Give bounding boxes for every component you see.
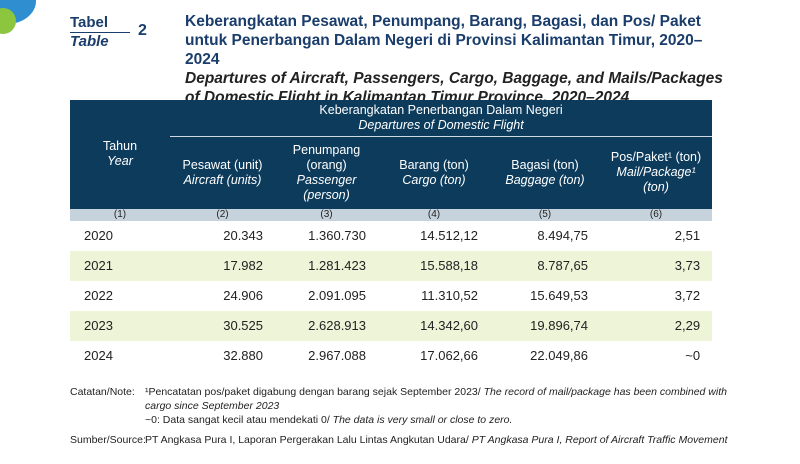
column-header: Barang (ton) Cargo (ton) <box>378 136 490 209</box>
note: ~0: Data sangat kecil atau mendekati 0/ … <box>70 413 730 427</box>
table-row: 2023 30.525 2.628.913 14.342,60 19.896,74 2,2… <box>70 310 713 341</box>
header-id: Bagasi (ton) <box>511 157 579 172</box>
value-cell: 8.787,65 <box>490 250 600 281</box>
value-cell: 19.896,74 <box>490 310 600 341</box>
table-label: Tabel Table <box>70 14 130 51</box>
year-cell: 2022 <box>84 288 113 303</box>
year-header: Tahun Year <box>70 100 170 209</box>
value-cell: 14.512,12 <box>420 228 478 243</box>
header-id: Pos/Paket¹ (ton) <box>610 150 702 164</box>
value-cell: 2.091.095 <box>308 288 366 303</box>
table-body: (1) (2) (3) (4) (5) (6) 2020 20.343 1.360.730 14.… <box>70 208 713 371</box>
source-id: PT Angkasa Pura I, Laporan Pergerakan La… <box>145 434 469 446</box>
header-en: Cargo (ton) <box>402 172 466 187</box>
year-cell: 2021 <box>70 250 170 281</box>
label-en: Table <box>70 32 130 51</box>
note-id: ~0: Data sangat kecil atau mendekati 0/ <box>145 414 330 426</box>
column-number: (3) <box>275 208 378 221</box>
column-header-row: Pesawat (unit) Aircraft (units) Penumpang … <box>70 136 713 209</box>
value-cell: 14.342,60 <box>378 310 490 341</box>
header-en: Year <box>107 154 133 169</box>
group-header: Keberangkatan Penerbangan Dalam Negeri De… <box>170 100 713 136</box>
note-id: ¹Pencatatan pos/paket digabung dengan ba… <box>145 386 481 398</box>
note: Catatan/Note: ¹Pencatatan pos/paket digab… <box>70 385 730 413</box>
value-cell: 22.049,86 <box>530 348 588 363</box>
value-cell: 17.062,66 <box>420 348 478 363</box>
column-header: Pos/Paket¹ (ton) Mail/Package¹ (ton) <box>600 136 713 209</box>
value-cell: 30.525 <box>170 310 275 341</box>
column-header: Bagasi (ton) Baggage (ton) <box>490 136 600 209</box>
note-label: Catatan/Note: <box>70 386 135 398</box>
value-cell: 17.982 <box>170 250 275 281</box>
header-en: Departures of Domestic Flight <box>358 117 524 132</box>
value-cell: 32.880 <box>223 348 263 363</box>
note-label <box>70 413 145 427</box>
data-table: Tahun Year Keberangkatan Penerbangan Dala… <box>70 100 713 371</box>
note-text: ~0: Data sangat kecil atau mendekati 0/ … <box>145 413 512 427</box>
header-en: Baggage (ton) <box>505 172 585 187</box>
value-cell: 1.360.730 <box>308 228 366 243</box>
title-id: Keberangkatan Pesawat, Penumpang, Barang… <box>185 13 703 68</box>
header-id: Keberangkatan Penerbangan Dalam Negeri <box>319 102 563 117</box>
table-number: 2 <box>138 22 147 39</box>
year-cell: 2024 <box>84 348 113 363</box>
value-cell: 15.588,18 <box>378 250 490 281</box>
decoration <box>0 8 16 34</box>
header-id: Barang (ton) <box>399 157 469 172</box>
header-en: Aircraft (units) <box>183 172 262 187</box>
column-number: (5) <box>490 208 600 221</box>
year-cell: 2023 <box>70 310 170 341</box>
value-cell: 8.494,75 <box>537 228 588 243</box>
column-header: Penumpang (orang) Passenger (person) <box>275 136 378 209</box>
value-cell: 2,51 <box>674 228 701 243</box>
value-cell: 3,73 <box>600 250 713 281</box>
value-cell: 1.281.423 <box>275 250 378 281</box>
column-number: (2) <box>170 208 275 221</box>
header-id: Pesawat (unit) <box>182 157 263 172</box>
source-label: Sumber/Source: <box>70 434 146 446</box>
value-cell: 3,72 <box>674 288 701 303</box>
table-row: 2022 24.906 2.091.095 11.310,52 15.649,53 3,7… <box>70 281 712 311</box>
header-en: Mail/Package¹ (ton) <box>616 165 696 194</box>
value-cell: 2.628.913 <box>275 310 378 341</box>
value-cell: 11.310,52 <box>421 288 478 303</box>
source-text: PT Angkasa Pura I, Laporan Pergerakan La… <box>145 433 728 447</box>
notes: Catatan/Note: ¹Pencatatan pos/paket digab… <box>70 385 730 447</box>
header-id: Penumpang (orang) <box>292 142 361 172</box>
table-row: 2020 20.343 1.360.730 14.512,12 8.494,75 2,51 <box>70 221 712 251</box>
source-en: PT Angkasa Pura I, Report of Aircraft Tr… <box>471 434 728 446</box>
note-en: The data is very small or close to zero. <box>332 414 513 426</box>
label-id: Tabel <box>70 14 109 31</box>
note-en: The record of mail/package has been comb… <box>145 386 727 412</box>
column-number: (1) <box>70 208 170 221</box>
value-cell: 15.649,53 <box>530 288 588 303</box>
header-en: Passenger (person) <box>296 172 357 202</box>
table-row: 2021 17.982 1.281.423 15.588,18 8.787,65 3,73 <box>70 250 713 281</box>
note-list: Catatan/Note: ¹Pencatatan pos/paket digab… <box>70 385 730 427</box>
column-number-row: (1) (2) (3) (4) (5) (6) <box>70 208 713 221</box>
column-number: (4) <box>378 208 490 221</box>
source: Sumber/Source: PT Angkasa Pura I, Laporan… <box>70 433 730 447</box>
value-cell: 20.343 <box>223 228 263 243</box>
value-cell: 24.906 <box>223 288 263 303</box>
note-text: ¹Pencatatan pos/paket digabung dengan ba… <box>145 385 730 413</box>
value-cell: 2,29 <box>600 310 713 341</box>
column-header: Pesawat (unit) Aircraft (units) <box>170 136 275 209</box>
table-row: 2024 32.880 2.967.088 17.062,66 22.049,86 ~0 <box>70 341 712 371</box>
year-cell: 2020 <box>84 228 113 243</box>
value-cell: 2.967.088 <box>308 348 366 363</box>
header-id: Tahun <box>102 139 138 154</box>
value-cell: ~0 <box>685 348 701 363</box>
title: Keberangkatan Pesawat, Penumpang, Barang… <box>185 12 730 107</box>
column-number: (6) <box>600 208 713 221</box>
